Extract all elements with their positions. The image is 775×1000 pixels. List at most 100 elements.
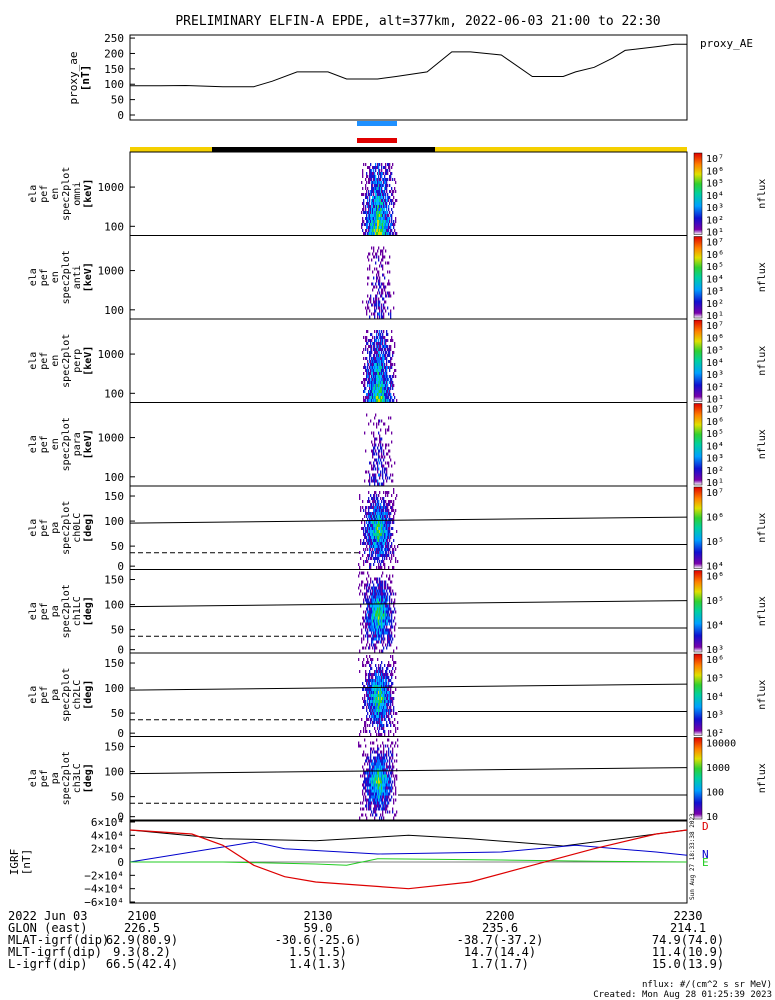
spectrogram-cell bbox=[388, 679, 390, 682]
spectrogram-cell bbox=[378, 172, 380, 175]
spectrogram-cell bbox=[391, 518, 393, 521]
spectrogram-cell bbox=[383, 306, 385, 310]
spectrogram-cell bbox=[382, 369, 384, 372]
spectrogram-cell bbox=[379, 786, 381, 790]
spectrogram-cell bbox=[371, 282, 373, 286]
panel-y-tick: 100 bbox=[104, 515, 124, 528]
spectrogram-cell bbox=[383, 202, 385, 205]
spectrogram-cell bbox=[377, 515, 379, 518]
spectrogram-cell bbox=[380, 601, 382, 605]
spectrogram-cell bbox=[363, 372, 365, 375]
spectrogram-cell bbox=[393, 509, 395, 512]
spectrogram-cell bbox=[396, 199, 398, 202]
spectrogram-cell bbox=[375, 309, 377, 313]
spectrogram-cell bbox=[378, 223, 380, 226]
spectrogram-cell bbox=[389, 512, 391, 515]
spectrogram-cell bbox=[368, 378, 370, 381]
panel-frame bbox=[129, 402, 688, 487]
spectrogram-cell bbox=[388, 503, 390, 506]
spectrogram-cell bbox=[372, 616, 374, 620]
spectrogram-cell bbox=[379, 264, 381, 268]
spectrogram-cell bbox=[363, 685, 365, 688]
spectrogram-cell bbox=[382, 378, 384, 381]
spectrogram-cell bbox=[385, 798, 387, 802]
spectrogram-cell bbox=[389, 521, 391, 524]
spectrogram-cell bbox=[384, 193, 386, 196]
spectrogram-cell bbox=[368, 515, 370, 518]
spectrogram-cell bbox=[369, 175, 371, 178]
spectrogram-cell bbox=[391, 166, 393, 169]
spectrogram-cell bbox=[385, 378, 387, 381]
spectrogram-cell bbox=[394, 363, 396, 366]
spectrogram-cell bbox=[377, 387, 379, 390]
spectrogram-cell bbox=[380, 193, 382, 196]
spectrogram-cell bbox=[376, 798, 378, 802]
spectrogram-cell bbox=[370, 342, 372, 345]
spectrogram-cell bbox=[384, 524, 386, 527]
spectrogram-cell bbox=[371, 378, 373, 381]
spectrogram-cell bbox=[388, 664, 390, 667]
spectrogram-cell bbox=[375, 363, 377, 366]
spectrogram-cell bbox=[370, 658, 372, 661]
spectrogram-cell bbox=[371, 229, 373, 232]
spectrogram-cell bbox=[392, 178, 394, 181]
spectrogram-cell bbox=[366, 375, 368, 378]
spectrogram-cell bbox=[381, 208, 383, 211]
spectrogram-cell bbox=[371, 780, 373, 784]
spectrogram-cell bbox=[365, 232, 367, 235]
spectrogram-cell bbox=[386, 524, 388, 527]
spectrogram-cell bbox=[392, 697, 394, 700]
spectrogram-cell bbox=[377, 390, 379, 393]
spectrogram-cell bbox=[374, 226, 376, 229]
spectrogram-cell bbox=[363, 730, 365, 733]
spectrogram-cell bbox=[384, 178, 386, 181]
spectrogram-cell bbox=[386, 789, 388, 793]
spectrogram-cell bbox=[367, 360, 369, 363]
spectrogram-cell bbox=[387, 667, 389, 670]
spectrogram-cell bbox=[371, 169, 373, 172]
spectrogram-cell bbox=[381, 288, 383, 292]
spectrogram-cell bbox=[366, 527, 368, 530]
spectrogram-cell bbox=[367, 774, 369, 778]
spectrogram-cell bbox=[374, 473, 376, 477]
spectrogram-cell bbox=[376, 461, 378, 465]
spectrogram-cell bbox=[384, 455, 386, 459]
spectrogram-cell bbox=[374, 300, 376, 304]
colorbar-tick: 10⁵ bbox=[706, 537, 724, 548]
spectrogram-cell bbox=[376, 813, 378, 817]
panel-y-tick: 150 bbox=[104, 657, 124, 670]
spectrogram-cell bbox=[380, 750, 382, 754]
spectrogram-cell bbox=[389, 712, 391, 715]
spectrogram-cell bbox=[381, 315, 383, 319]
spectrogram-cell bbox=[376, 360, 378, 363]
spectrogram-cell bbox=[384, 399, 386, 402]
footer-date: 2022 Jun 03 bbox=[8, 909, 87, 923]
spectrogram-cell bbox=[380, 700, 382, 703]
spectrogram-cell bbox=[385, 691, 387, 694]
spectrogram-cell bbox=[383, 255, 385, 259]
colorbar-tick: 10⁵ bbox=[706, 673, 724, 684]
spectrogram-cell bbox=[372, 187, 374, 190]
spectrogram-cell bbox=[387, 229, 389, 232]
spectrogram-cell bbox=[376, 706, 378, 709]
spectrogram-cell bbox=[392, 509, 394, 512]
spectrogram-cell bbox=[375, 646, 377, 650]
spectrogram-cell bbox=[366, 393, 368, 396]
spectrogram-cell bbox=[389, 792, 391, 796]
spectrogram-cell bbox=[368, 756, 370, 760]
spectrogram-cell bbox=[379, 545, 381, 548]
spectrogram-cell bbox=[397, 721, 399, 724]
spectrogram-cell bbox=[370, 792, 372, 796]
spectrogram-cell bbox=[369, 166, 371, 169]
spectrogram-cell bbox=[377, 750, 379, 754]
spectrogram-cell bbox=[377, 172, 379, 175]
spectrogram-cell bbox=[372, 780, 374, 784]
spectrogram-cell bbox=[390, 521, 392, 524]
spectrogram-cell bbox=[383, 482, 385, 486]
spectrogram-cell bbox=[381, 214, 383, 217]
spectrogram-cell bbox=[371, 631, 373, 635]
spectrogram-cell bbox=[381, 586, 383, 590]
spectrogram-cell bbox=[384, 795, 386, 799]
spectrogram-cell bbox=[372, 709, 374, 712]
spectrogram-cell bbox=[373, 473, 375, 477]
